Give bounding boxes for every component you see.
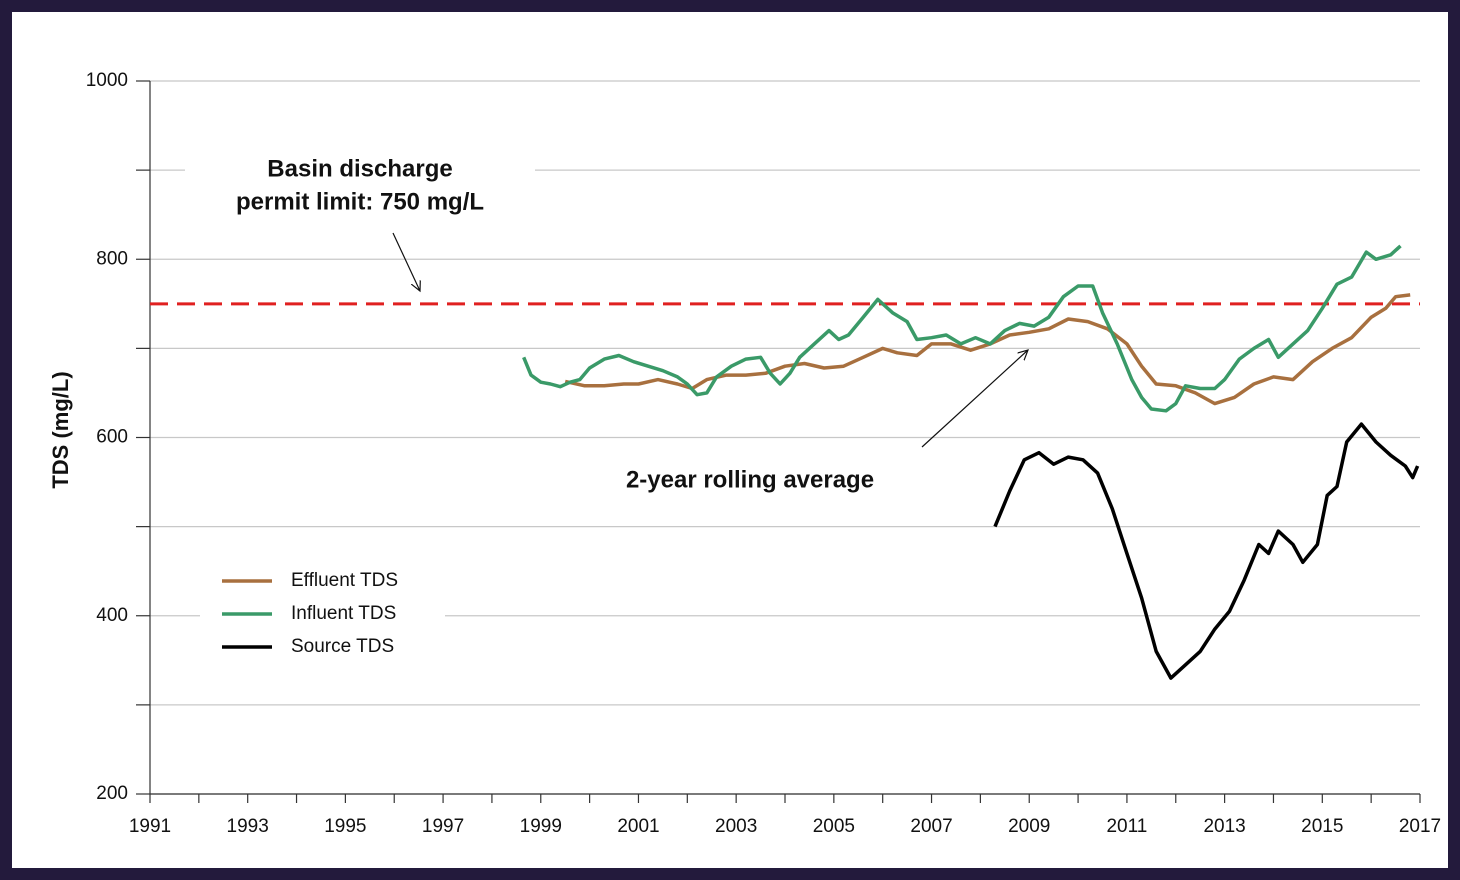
panel [12,12,1448,868]
x-tick-label: 2005 [813,816,855,837]
y-tick-label: 200 [96,783,128,804]
y-tick-label: 1000 [86,70,128,91]
annotation: Basin discharge [267,155,452,182]
legend-label: Influent TDS [291,603,396,624]
x-tick-label: 2017 [1399,816,1441,837]
plot: Effluent TDS Influent TDS Source TDS [149,81,1420,795]
x-tick-label: 2015 [1301,816,1343,837]
x-tick-label: 2009 [1008,816,1050,837]
series-line [522,244,1402,413]
annotation: 2-year rolling average [626,466,874,493]
x-tick-label: 2007 [910,816,952,837]
x-tick-label: 2011 [1106,816,1147,837]
x-tick-label: 2001 [617,816,659,837]
legend-label: Effluent TDS [291,570,398,591]
y-tick-label: 800 [96,248,128,269]
x-tick-label: 1993 [227,816,269,837]
y-tick-label: 400 [96,605,128,626]
y-tick-label: 600 [96,427,128,448]
legend-label: Source TDS [291,636,394,657]
x-tick-label: 2003 [715,816,757,837]
x-tick-label: 2013 [1203,816,1245,837]
y-axis-label: TDS (mg/L) [48,371,73,488]
arrow [392,232,420,291]
x-tick-label: 1991 [129,816,171,837]
arrow [921,350,1028,448]
annotation: permit limit: 750 mg/L [236,188,484,215]
x-tick-label: 1995 [324,816,366,837]
x-tick-label: 1999 [520,816,562,837]
series-line [993,422,1420,680]
annotation-bg [185,150,535,230]
x-tick-label: 1997 [422,816,464,837]
